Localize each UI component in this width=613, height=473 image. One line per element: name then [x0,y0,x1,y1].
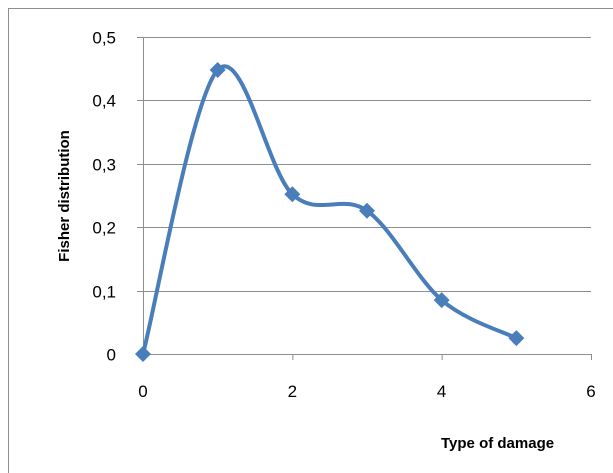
x-tick-label: 6 [586,382,595,401]
data-point-marker [284,186,301,203]
series-layer [135,61,525,362]
data-point-marker [209,61,226,78]
chart-border [8,8,613,473]
y-tick-label: 0,3 [92,156,116,175]
data-point-marker [135,346,151,362]
data-point-marker [433,292,450,309]
y-tick-label: 0,4 [92,92,116,111]
tick-labels: 0 0,1 0,2 0,3 0,4 0,5 0 2 4 6 [92,29,595,402]
y-tick-label: 0 [107,346,116,365]
data-point-marker [359,202,375,219]
y-tick-label: 0,5 [92,29,116,48]
y-tick-label: 0,1 [92,283,116,302]
y-axis-title: Fisher distribution [56,130,73,262]
x-tick-label: 2 [288,382,297,401]
data-point-marker [508,330,525,347]
x-axis-title: Type of damage [441,435,554,452]
y-tick-label: 0,2 [92,219,116,238]
gridlines [143,37,591,292]
x-tick-label: 0 [138,382,147,401]
x-tick-label: 4 [437,382,446,401]
